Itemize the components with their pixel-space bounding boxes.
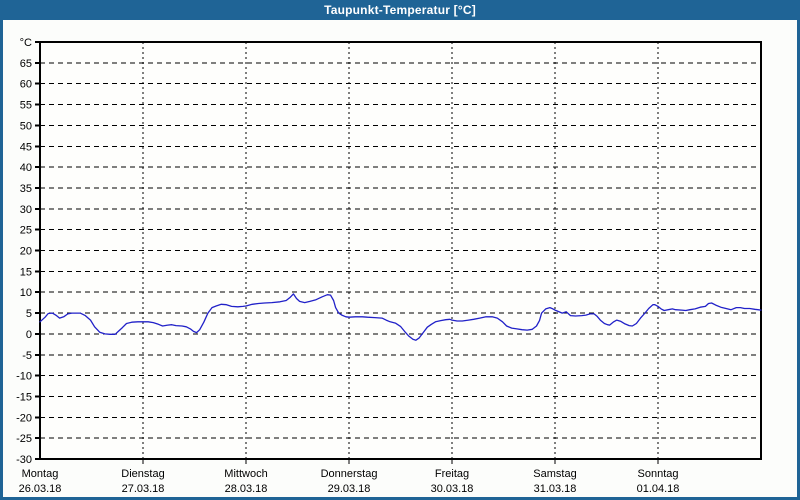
chart-background — [3, 20, 797, 497]
window-titlebar: Taupunkt-Temperatur [°C] — [0, 0, 800, 20]
window-title: Taupunkt-Temperatur [°C] — [324, 3, 476, 17]
